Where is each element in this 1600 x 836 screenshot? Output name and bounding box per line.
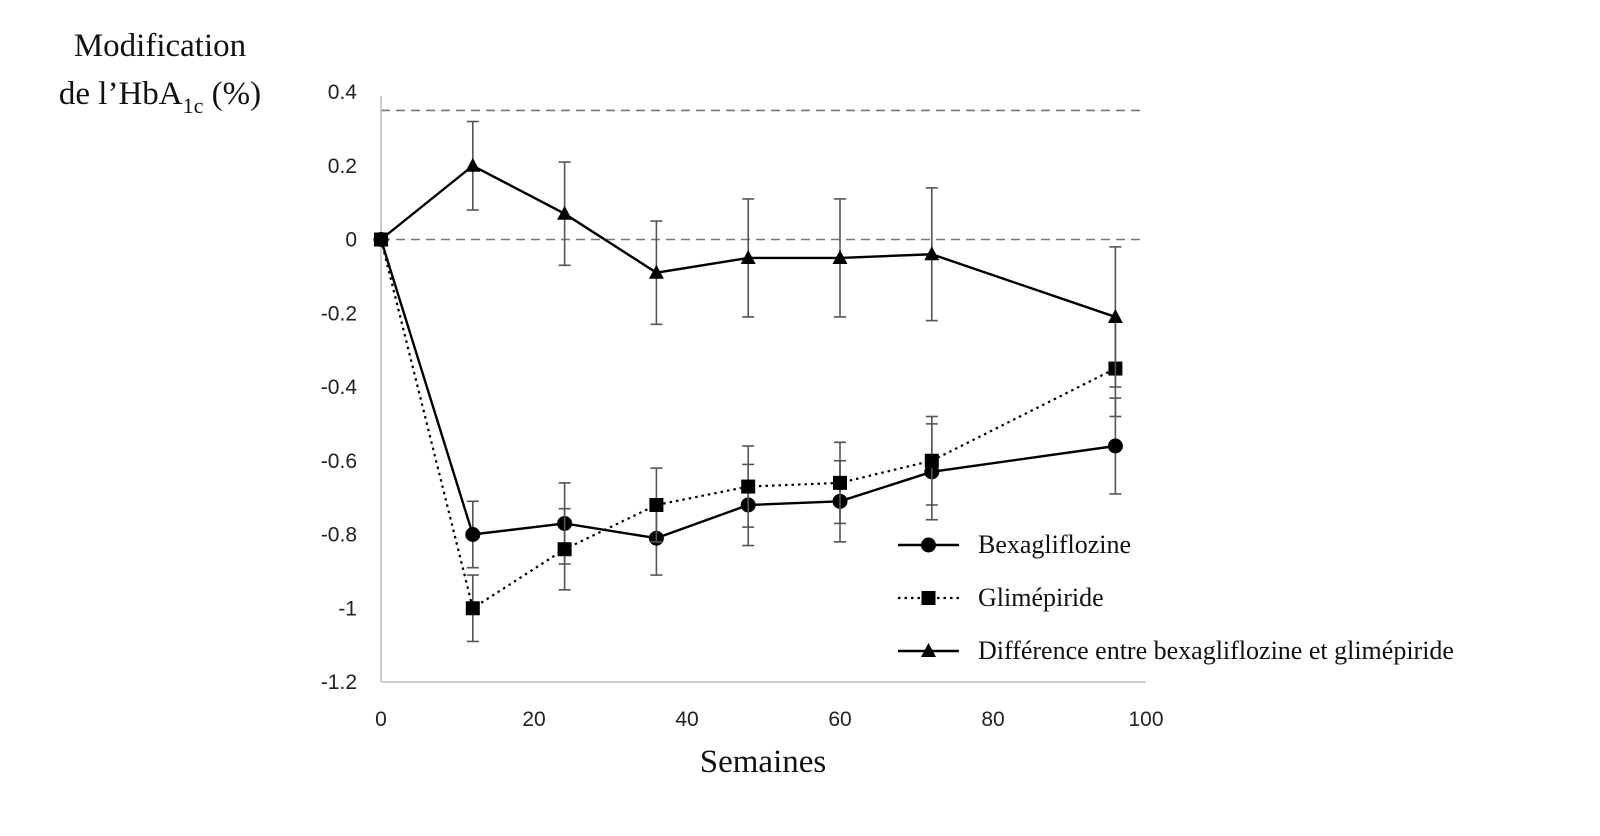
- legend-marker: [921, 537, 936, 553]
- x-axis-title: Semaines: [700, 744, 826, 780]
- data-point: [924, 453, 939, 468]
- y-tick-label: 0: [345, 229, 357, 252]
- y-axis-title-prefix: de l’HbA: [59, 76, 183, 112]
- x-tick-label: 0: [375, 708, 387, 731]
- legend-label: Glimépiride: [978, 583, 1104, 612]
- series-line: [380, 164, 1116, 319]
- y-tick-label: -1.2: [321, 671, 357, 694]
- y-tick-label: -0.8: [321, 524, 357, 547]
- series-2: [373, 120, 1123, 388]
- legend-label: Différence entre bexagliflozine et glimé…: [978, 636, 1454, 665]
- x-tick-label: 100: [1128, 708, 1163, 731]
- y-axis-title-line2: de l’HbA1c (%): [59, 76, 261, 118]
- data-point: [648, 264, 664, 279]
- legend-item-1: Glimépiride: [898, 583, 1104, 612]
- reference-lines: [381, 109, 1146, 241]
- data-point: [465, 527, 481, 542]
- y-tick-label: -0.2: [321, 302, 357, 325]
- data-point: [924, 246, 940, 261]
- y-axis-title-subscript: 1c: [183, 93, 204, 118]
- data-point: [833, 475, 847, 490]
- x-tick-label: 40: [675, 708, 698, 731]
- data-point: [557, 205, 573, 220]
- data-point: [465, 601, 480, 616]
- y-tick-label: -0.4: [321, 376, 358, 399]
- data-point: [557, 542, 572, 557]
- data-point: [373, 231, 389, 246]
- legend-item-2: Différence entre bexagliflozine et glimé…: [898, 636, 1454, 665]
- x-tick-label: 60: [828, 708, 851, 731]
- legend-item-0: Bexagliflozine: [898, 530, 1131, 559]
- series: [373, 120, 1123, 643]
- data-point: [740, 249, 756, 264]
- tick-labels: 0.4 0.2 0 -0.2 -0.4 -0.6 -0.8 -1 -1.2 0 20 40 60 80 10…: [321, 81, 1164, 731]
- y-tick-label: -0.6: [321, 450, 357, 473]
- legend-marker: [921, 591, 936, 605]
- x-tick-label: 20: [522, 708, 545, 731]
- data-point: [649, 498, 664, 512]
- y-tick-label: 0.4: [328, 81, 358, 104]
- legend-marker: [921, 643, 936, 657]
- y-axis-title-suffix: (%): [203, 76, 261, 112]
- data-point: [1107, 308, 1123, 323]
- data-point: [741, 479, 756, 494]
- series-line: [379, 239, 1116, 611]
- legend: Bexagliflozine Glimépiride Différence entr…: [898, 530, 1454, 665]
- series-line: [379, 239, 1116, 540]
- y-axis-title-line1: Modification: [74, 28, 246, 64]
- y-tick-label: 0.2: [328, 155, 357, 178]
- axes: [380, 96, 1146, 683]
- data-point: [465, 157, 481, 172]
- legend-label: Bexagliflozine: [978, 530, 1131, 559]
- data-point: [1107, 438, 1123, 454]
- data-point: [832, 249, 848, 264]
- y-tick-label: -1: [338, 597, 357, 620]
- x-tick-label: 80: [981, 708, 1004, 731]
